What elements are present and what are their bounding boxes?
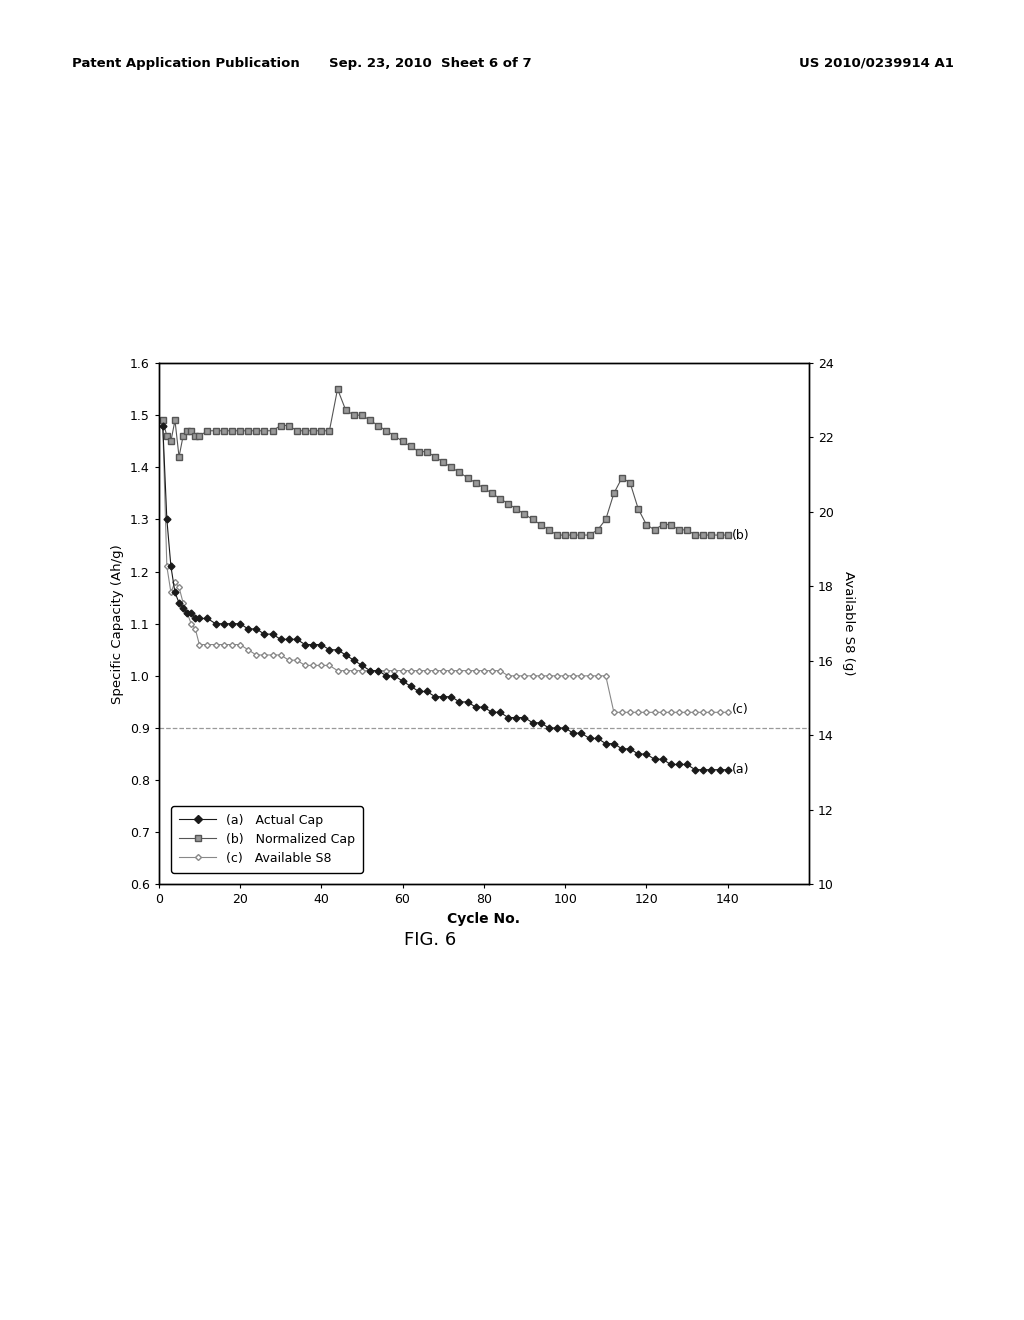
Text: US 2010/0239914 A1: US 2010/0239914 A1 xyxy=(799,57,953,70)
Y-axis label: Specific Capacity (Ah/g): Specific Capacity (Ah/g) xyxy=(112,544,124,704)
X-axis label: Cycle No.: Cycle No. xyxy=(447,912,520,927)
Legend: (a)   Actual Cap, (b)   Normalized Cap, (c)   Available S8: (a) Actual Cap, (b) Normalized Cap, (c) … xyxy=(171,807,362,873)
Text: (a): (a) xyxy=(732,763,750,776)
Text: Patent Application Publication: Patent Application Publication xyxy=(72,57,299,70)
Text: (c): (c) xyxy=(732,704,749,717)
Text: FIG. 6: FIG. 6 xyxy=(403,931,457,949)
Text: (b): (b) xyxy=(732,528,750,541)
Text: Sep. 23, 2010  Sheet 6 of 7: Sep. 23, 2010 Sheet 6 of 7 xyxy=(329,57,531,70)
Y-axis label: Available S8 (g): Available S8 (g) xyxy=(842,572,855,676)
